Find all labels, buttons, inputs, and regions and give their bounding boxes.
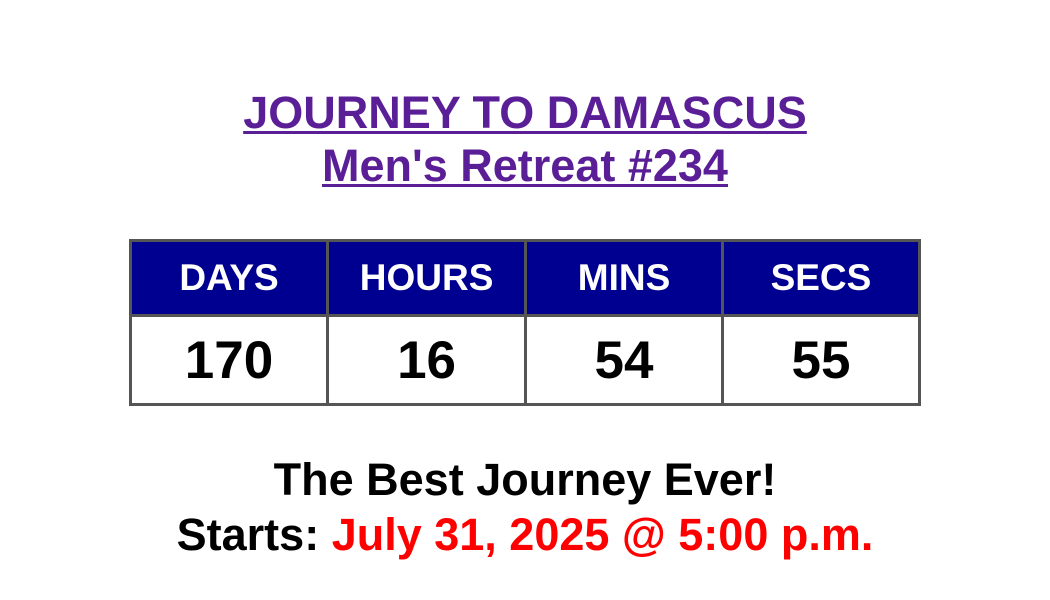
- countdown-header-row: DAYS HOURS MINS SECS: [128, 239, 922, 317]
- hours-value: 16: [326, 314, 528, 406]
- tagline: The Best Journey Ever!: [273, 454, 777, 505]
- event-title-line1: JOURNEY TO DAMASCUS: [243, 87, 807, 138]
- event-title-link[interactable]: JOURNEY TO DAMASCUS Men's Retreat #234: [0, 86, 1050, 192]
- mins-header: MINS: [524, 239, 724, 317]
- page-footer: The Best Journey Ever! Starts: July 31, …: [0, 452, 1050, 562]
- page-header: JOURNEY TO DAMASCUS Men's Retreat #234: [0, 86, 1050, 192]
- days-value: 170: [128, 314, 330, 406]
- secs-header: SECS: [720, 239, 922, 317]
- hours-header: HOURS: [326, 239, 528, 317]
- event-title-line2: Men's Retreat #234: [322, 140, 728, 191]
- countdown-value-row: 170 16 54 55: [128, 314, 922, 406]
- start-date: July 31, 2025 @ 5:00 p.m.: [331, 509, 874, 560]
- start-info: Starts: July 31, 2025 @ 5:00 p.m.: [0, 507, 1050, 562]
- starts-label: Starts:: [176, 509, 332, 560]
- mins-value: 54: [524, 314, 724, 406]
- countdown-table: DAYS HOURS MINS SECS 170 16 54 55: [128, 239, 922, 406]
- secs-value: 55: [720, 314, 922, 406]
- days-header: DAYS: [128, 239, 330, 317]
